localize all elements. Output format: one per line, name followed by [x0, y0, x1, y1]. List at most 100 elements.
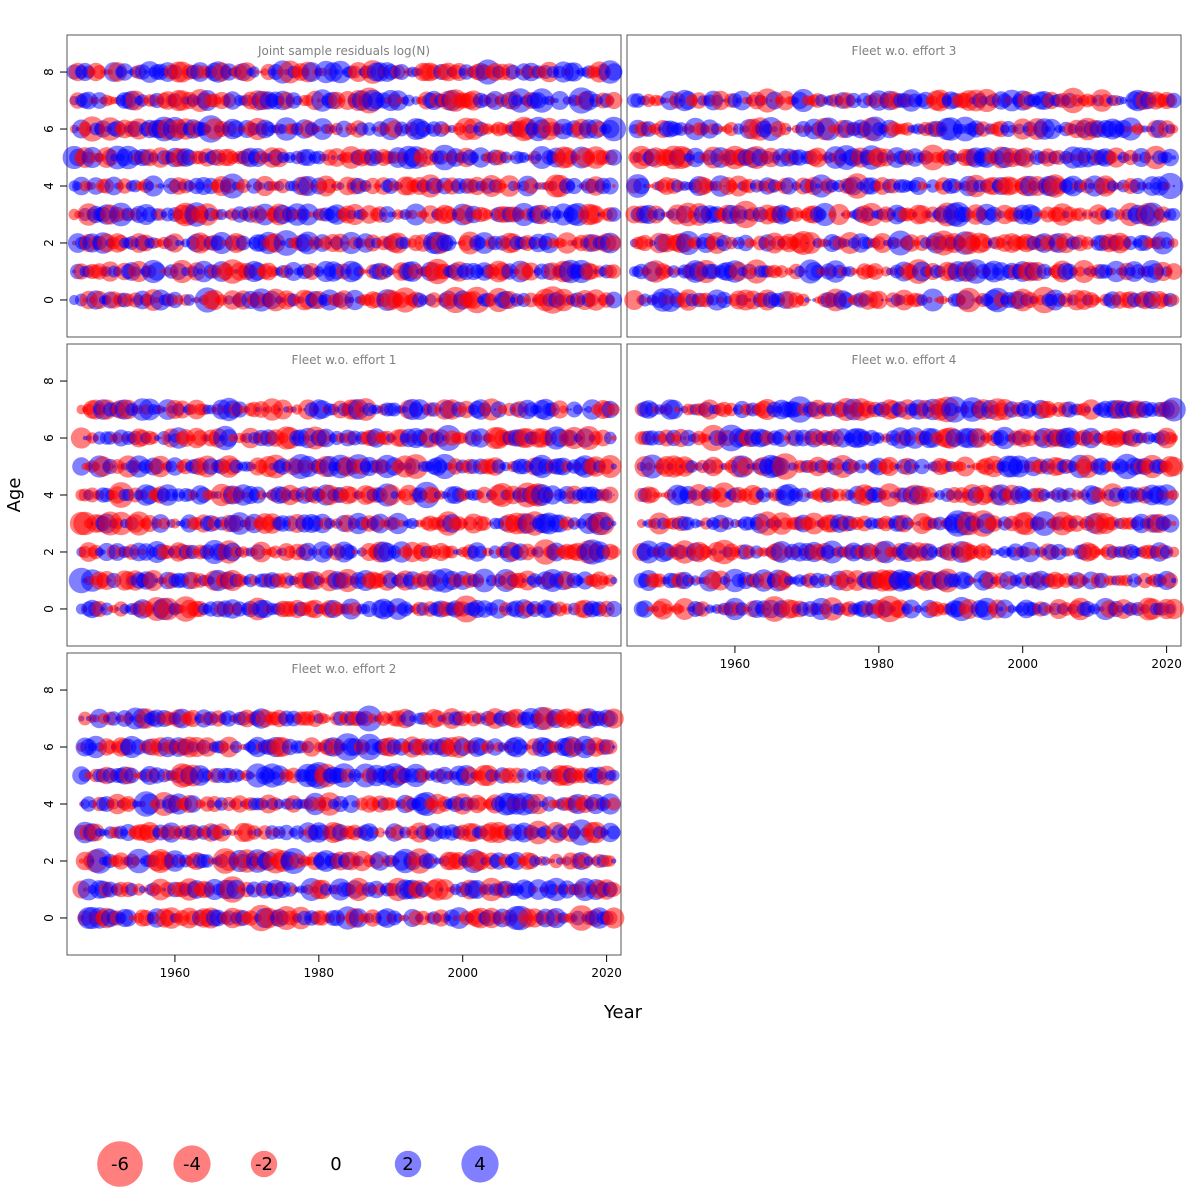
residual-bubble [393, 64, 410, 80]
residual-bubble [849, 267, 858, 276]
residual-bubble [613, 494, 615, 496]
panel: Fleet w.o. effort 1 0 2 4 6 8 [42, 343, 622, 647]
residual-bubble [408, 263, 424, 280]
residual-bubble [601, 177, 619, 195]
residual-bubble [1165, 263, 1183, 280]
y-tick-label: 8 [42, 377, 56, 385]
residual-bubble [1167, 208, 1181, 221]
residual-bubble [1168, 489, 1180, 501]
residual-bubble [399, 237, 412, 249]
residual-bubble [796, 293, 810, 307]
residual-bubble [921, 288, 945, 312]
residual-bubble [402, 94, 415, 107]
residual-bubble [611, 184, 616, 188]
residual-bubble [956, 287, 982, 313]
residual-bubble [586, 205, 605, 224]
y-tick-label: 6 [42, 434, 56, 442]
residual-bubble [1168, 294, 1180, 306]
y-tick-label: 0 [42, 605, 56, 613]
residual-bubble [610, 463, 617, 470]
x-tick-label: 2020 [1151, 657, 1182, 671]
residual-bubble [1169, 433, 1179, 443]
residual-bubble [159, 270, 162, 273]
residual-bubble [605, 91, 623, 110]
residual-bubble [1166, 92, 1182, 109]
residual-bubble [1171, 577, 1177, 584]
residual-bubble [1171, 520, 1177, 527]
residual-bubble [606, 235, 622, 251]
residual-bubble [971, 299, 974, 301]
residual-bubble [875, 268, 883, 275]
panel-title: Fleet w.o. effort 3 [852, 44, 957, 58]
residual-bubble [1161, 397, 1186, 422]
y-tick-label: 0 [42, 296, 56, 304]
residual-bubble [881, 298, 884, 302]
residual-bubble [775, 265, 789, 278]
residual-bubble [1161, 514, 1180, 533]
residual-bubble [866, 263, 884, 280]
residual-bubble [556, 232, 578, 254]
bubble-layer [62, 59, 627, 314]
panel-title: Joint sample residuals log(N) [257, 44, 430, 58]
residual-bubble [610, 435, 617, 441]
panel: Fleet w.o. effort 3 [624, 34, 1184, 338]
residual-bubble [183, 294, 196, 306]
residual-bubble [142, 175, 164, 197]
residual-bubble [601, 116, 627, 142]
residual-bubble [611, 520, 617, 527]
residual-bubble [175, 239, 182, 247]
residual-bubble [157, 183, 164, 189]
panel-title: Fleet w.o. effort 4 [852, 353, 957, 367]
residual-bubble [1171, 155, 1177, 160]
residual-bubble [804, 297, 810, 303]
residual-bubble [550, 91, 570, 110]
residual-bubble [453, 241, 458, 245]
residual-bubble [1169, 124, 1179, 134]
residual-bubble [605, 600, 622, 618]
residual-bubble [235, 235, 251, 251]
bubble-layer [632, 396, 1186, 623]
residual-bubble [564, 62, 584, 82]
residual-bubble [297, 203, 319, 226]
residual-bubble [1161, 148, 1179, 167]
panels-group: Joint sample residuals log(N)02468Fleet … [42, 34, 1186, 980]
residual-bubble [606, 207, 622, 222]
residual-bubble [1164, 456, 1184, 477]
residual-bubble [1157, 172, 1184, 200]
residual-bubble [601, 486, 619, 504]
bubble-layer [68, 397, 622, 623]
residual-bubble [605, 291, 623, 309]
residual-bubble [786, 126, 792, 132]
residual-bubble [486, 521, 490, 526]
residual-bubble [147, 262, 167, 281]
residual-bubble [838, 292, 855, 308]
residual-bubble [566, 177, 583, 195]
residual-bubble [1163, 598, 1185, 620]
residual-bubble [440, 234, 457, 252]
y-tick-label: 2 [42, 548, 56, 556]
residual-bubble [329, 60, 352, 84]
residual-bubble [415, 121, 432, 137]
x-tick-label: 2000 [1007, 657, 1038, 671]
residual-bubble [92, 65, 107, 79]
residual-bubble [1169, 238, 1179, 248]
y-tick-label: 4 [42, 491, 56, 499]
y-tick-label: 6 [42, 125, 56, 133]
residual-bubble [426, 292, 442, 308]
residual-bubble [216, 208, 228, 221]
residual-bubble [607, 545, 621, 559]
residual-bubble [255, 70, 260, 74]
residual-bubble [869, 290, 888, 310]
residual-bubble [967, 464, 971, 469]
residual-bubble [523, 178, 539, 194]
residual-bubble [605, 149, 622, 166]
residual-bubble [236, 178, 251, 194]
y-tick-label: 8 [42, 68, 56, 76]
panel-title: Fleet w.o. effort 1 [292, 353, 397, 367]
panel-title: Fleet w.o. effort 2 [292, 662, 397, 676]
residual-bubble [809, 298, 812, 302]
residual-bubble [499, 151, 512, 164]
